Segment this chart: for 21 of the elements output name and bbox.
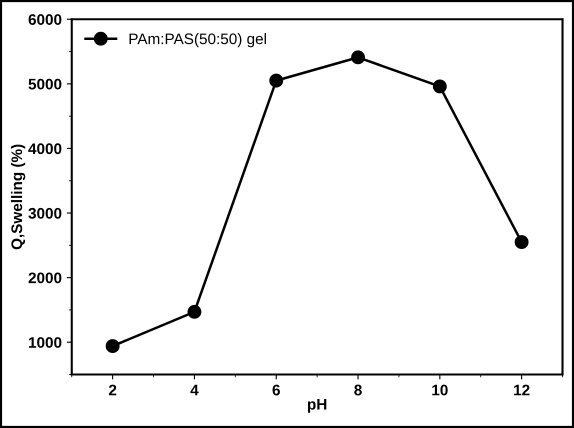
x-tick-label: 8	[354, 384, 362, 396]
x-tick-label: 10	[432, 384, 448, 396]
y-tick-label: 1000	[29, 337, 62, 348]
x-axis-title: pH	[308, 399, 326, 413]
point	[269, 74, 284, 88]
x-tick-label: 6	[272, 384, 280, 396]
x-tick-label: 2	[108, 384, 116, 396]
point	[106, 339, 120, 354]
y-tick-label: 2000	[28, 272, 62, 284]
y-tick-label: 4000	[28, 143, 62, 154]
y-tick-label: 5000	[28, 78, 62, 90]
y-tick-label: 6000	[28, 14, 62, 25]
y-axis-title: Q,Swelling (%)	[10, 144, 26, 250]
y-tick-label: 3000	[28, 208, 62, 219]
point	[514, 235, 529, 250]
point	[432, 79, 447, 94]
x-tick-label: 12	[514, 384, 530, 396]
legend-label: PAm:PAS(50:50) gel	[130, 33, 266, 48]
point	[188, 304, 202, 319]
x-tick-label: 4	[190, 384, 199, 396]
point	[351, 50, 365, 64]
